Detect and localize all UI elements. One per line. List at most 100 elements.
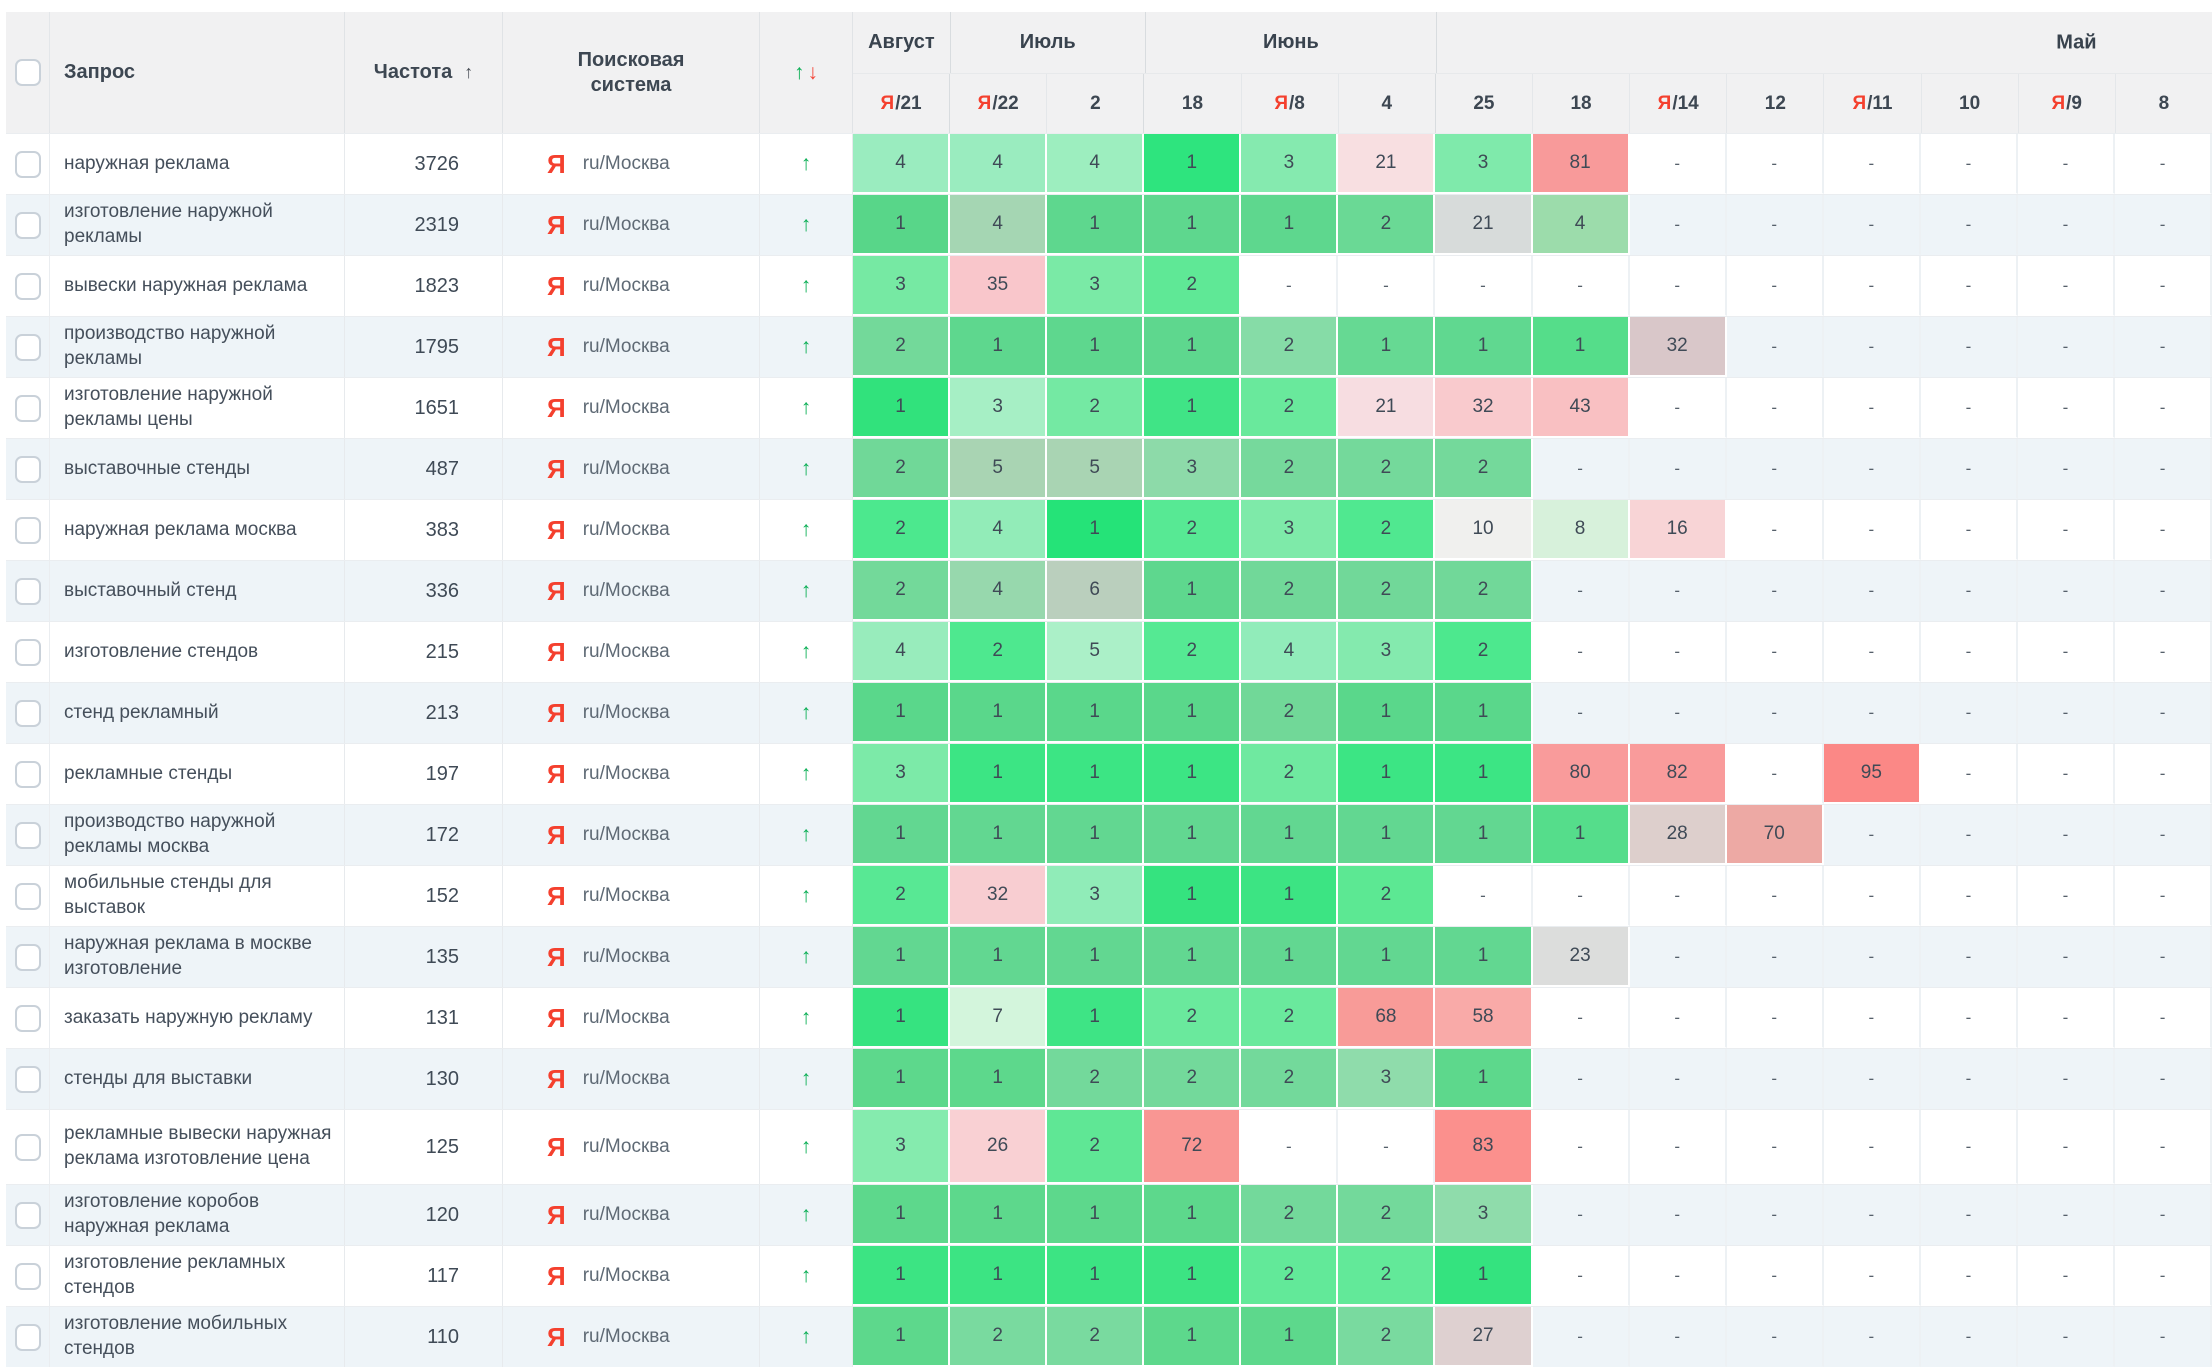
frequency-cell: 215 (345, 622, 503, 682)
row-checkbox[interactable] (14, 1065, 41, 1093)
position-cell: - (1921, 866, 2018, 926)
row-checkbox[interactable] (14, 577, 41, 605)
query-cell: мобильные стенды для выставок (50, 866, 345, 926)
dates-row: Я/21 Я/22 2 18 Я/8 4 25 18 Я/14 12 Я/11 10 Я/9 8 (853, 74, 2212, 133)
position-cell: 2 (1241, 561, 1339, 621)
date-column-header[interactable]: Я/9 (2017, 74, 2115, 133)
position-cell: 1 (1144, 561, 1242, 621)
row-checkbox-cell (6, 1307, 50, 1367)
row-checkbox-cell (6, 134, 50, 194)
row-checkbox-cell (6, 988, 50, 1048)
position-cell: - (2115, 1307, 2212, 1367)
column-header-query[interactable]: Запрос (50, 12, 345, 133)
row-checkbox[interactable] (14, 272, 41, 300)
frequency-header-label: Частота (373, 61, 453, 83)
position-cell: 1 (1338, 927, 1436, 987)
row-checkbox[interactable] (14, 943, 41, 971)
row-checkbox[interactable] (14, 211, 41, 239)
row-checkbox[interactable] (14, 1323, 41, 1351)
trend-up-arrow-icon: ↑ (800, 884, 812, 907)
row-checkbox[interactable] (14, 455, 41, 483)
date-column-header[interactable]: 18 (1143, 74, 1240, 133)
row-checkbox[interactable] (14, 516, 41, 544)
trend-down-icon[interactable]: ↓ (807, 60, 819, 84)
row-checkbox[interactable] (14, 1004, 41, 1032)
position-cell: 2 (1144, 622, 1242, 682)
date-column-header[interactable]: Я/11 (1823, 74, 1920, 133)
position-cell: 2 (1338, 500, 1436, 560)
position-cell: 3 (1047, 866, 1145, 926)
row-checkbox[interactable] (14, 760, 41, 788)
position-cell: 2 (1435, 439, 1533, 499)
position-cell: 3 (1144, 439, 1242, 499)
month-label: Август (868, 31, 935, 53)
date-column-header[interactable]: 25 (1434, 74, 1532, 133)
query-cell: рекламные вывески наружная реклама изгот… (50, 1110, 345, 1184)
row-checkbox[interactable] (14, 150, 41, 178)
query-cell: изготовление наружной рекламы (50, 195, 345, 255)
position-cell: 43 (1532, 378, 1630, 438)
position-cell: 27 (1435, 1307, 1533, 1367)
trend-cell: ↑ (760, 195, 853, 255)
date-column-header[interactable]: 18 (1531, 74, 1629, 133)
date-column-header[interactable]: 10 (1920, 74, 2018, 133)
position-cell: 2 (1047, 378, 1145, 438)
position-cell: - (1435, 256, 1533, 316)
position-cell: 5 (950, 439, 1048, 499)
row-checkbox[interactable] (14, 699, 41, 727)
date-column-header[interactable]: Я/8 (1240, 74, 1338, 133)
date-column-header[interactable]: Я/14 (1629, 74, 1726, 133)
column-header-frequency[interactable]: Частота ↑ (345, 12, 503, 133)
row-checkbox[interactable] (14, 394, 41, 422)
row-checkbox[interactable] (14, 821, 41, 849)
row-checkbox[interactable] (14, 1262, 41, 1290)
row-checkbox[interactable] (14, 1201, 41, 1229)
date-column-header[interactable]: 4 (1337, 74, 1435, 133)
position-cell: - (2115, 195, 2212, 255)
position-cell: - (1727, 317, 1824, 377)
position-cell: 1 (1047, 195, 1145, 255)
date-column-header[interactable]: 8 (2114, 74, 2212, 133)
position-cell: 2 (1241, 1246, 1339, 1306)
position-cell: - (1824, 378, 1921, 438)
position-cell: - (2018, 1307, 2116, 1367)
position-cell: - (1533, 1049, 1630, 1109)
row-checkbox[interactable] (14, 882, 41, 910)
position-cell: - (2115, 744, 2212, 804)
query-cell: стенд рекламный (50, 683, 345, 743)
date-column-header[interactable]: 12 (1726, 74, 1823, 133)
date-column-header[interactable]: Я/21 (880, 92, 922, 114)
position-cell: 4 (950, 561, 1048, 621)
select-all-checkbox[interactable] (14, 59, 41, 86)
date-column-header[interactable]: 2 (1046, 74, 1143, 133)
table-row: наружная реклама в москве изготовление 13… (6, 926, 2212, 987)
query-cell: изготовление стендов (50, 622, 345, 682)
position-cell: 2 (1241, 378, 1339, 438)
position-cell: 1 (950, 805, 1048, 865)
row-checkbox[interactable] (14, 1133, 41, 1161)
engine-label: ru/Москва (582, 275, 670, 296)
position-cell: 1 (1144, 317, 1242, 377)
engine-label: ru/Москва (582, 702, 670, 723)
row-checkbox[interactable] (14, 333, 41, 361)
position-cell: 1 (1532, 805, 1630, 865)
position-cell: 4 (1532, 195, 1630, 255)
engine-label: ru/Москва (582, 763, 670, 784)
row-checkbox[interactable] (14, 638, 41, 666)
yandex-icon: Я (547, 880, 566, 911)
position-cell: 3 (853, 1110, 951, 1184)
position-cell: 1 (1144, 1185, 1242, 1245)
trend-cell: ↑ (760, 1049, 853, 1109)
position-cell: - (2115, 805, 2212, 865)
date-column-header[interactable]: Я/22 (949, 74, 1046, 133)
position-cell: 16 (1629, 500, 1727, 560)
months-row: Август Июль Июнь Май (853, 12, 2212, 74)
column-header-trend[interactable]: ↑ ↓ (760, 12, 853, 133)
position-cell: 6 (1047, 561, 1145, 621)
sort-asc-icon[interactable]: ↑ (464, 62, 474, 82)
trend-up-icon[interactable]: ↑ (794, 60, 805, 84)
